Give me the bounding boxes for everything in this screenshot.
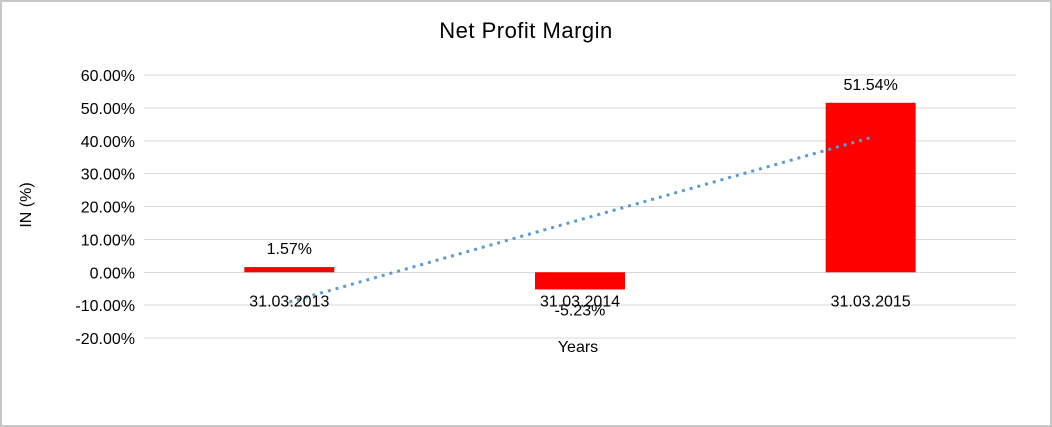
data-label: 1.57% [267, 241, 312, 258]
y-tick-label: 30.00% [81, 167, 135, 184]
y-tick-label: 60.00% [81, 68, 135, 85]
y-tick-label: -10.00% [75, 298, 135, 315]
y-tick-label: 10.00% [81, 232, 135, 249]
x-tick-label: 31.03.2013 [249, 293, 329, 310]
data-label: -5.23% [555, 302, 606, 319]
x-axis-title: Years [557, 339, 599, 356]
y-tick-label: -20.00% [75, 331, 135, 348]
chart-title: Net Profit Margin [439, 18, 613, 43]
x-tick-label: 31.03.2014 [540, 293, 620, 310]
bar [825, 102, 916, 273]
y-tick-label: 0.00% [90, 265, 135, 282]
x-tick-label: 31.03.2015 [831, 293, 911, 310]
data-label: 51.54% [844, 77, 898, 94]
bar [244, 267, 335, 273]
y-tick-label: 50.00% [81, 101, 135, 118]
y-tick-label: 20.00% [81, 200, 135, 217]
y-tick-label: 40.00% [81, 134, 135, 151]
bar [535, 272, 625, 290]
